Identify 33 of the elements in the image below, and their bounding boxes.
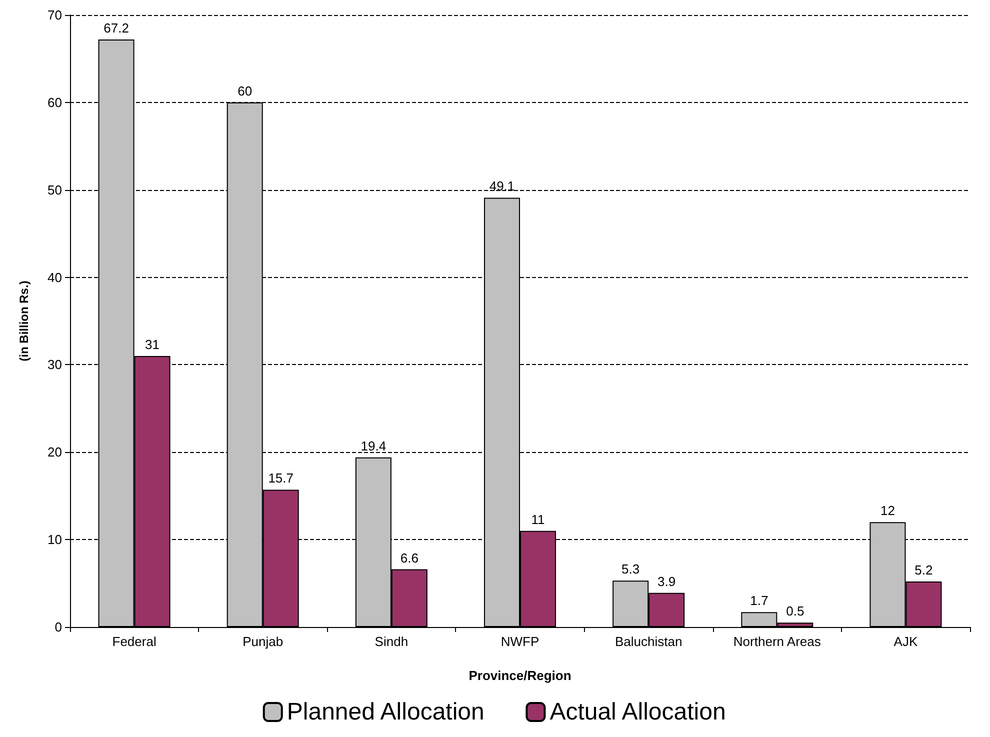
data-label: 31	[145, 336, 160, 352]
y-tick-label: 0	[54, 620, 62, 634]
x-tick-label: Northern Areas	[733, 634, 822, 649]
data-label: 67.2	[104, 20, 129, 36]
data-label: 60	[238, 83, 252, 98]
data-label: 19.4	[360, 438, 386, 454]
x-tick-label: Sindh	[374, 634, 408, 649]
legend-label: Planned Allocation	[286, 698, 484, 726]
y-tick-label: 60	[48, 94, 62, 110]
data-label: 3.9	[658, 574, 676, 589]
y-axis-title: (in Billion Rs.)	[17, 280, 31, 362]
x-tick-label: Baluchistan	[614, 634, 682, 649]
data-label: 1.7	[750, 593, 768, 608]
y-tick-label: 40	[48, 270, 62, 285]
data-label: 5.3	[622, 562, 640, 577]
x-tick-label: Punjab	[242, 634, 284, 649]
x-tick-label: Federal	[112, 634, 156, 649]
data-label: 6.6	[400, 550, 418, 566]
y-tick-label: 20	[48, 444, 62, 460]
data-label: 5.2	[914, 562, 933, 578]
y-tick-label: 30	[48, 357, 62, 372]
legend-label: Actual Allocation	[550, 698, 726, 726]
data-label: 0.5	[786, 604, 804, 619]
x-tick-label: AJK	[894, 634, 918, 649]
data-label: 11	[531, 512, 545, 527]
y-tick-label: 70	[48, 8, 62, 22]
data-label: 49.1	[489, 178, 515, 194]
data-label: 12	[880, 503, 895, 518]
data-label: 15.7	[268, 470, 294, 486]
y-tick-label: 50	[48, 182, 62, 198]
x-axis-title: Province/Region	[468, 668, 572, 683]
x-tick-label: NWFP	[500, 634, 540, 649]
y-tick-label: 10	[48, 532, 62, 548]
